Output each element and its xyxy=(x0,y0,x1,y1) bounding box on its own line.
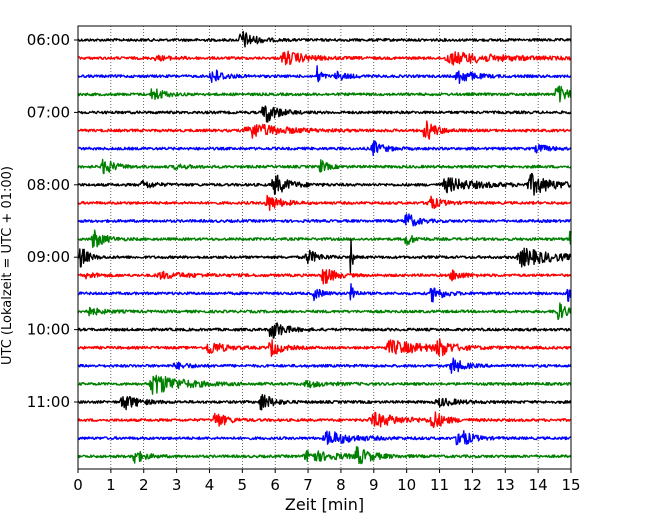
trace-0900 xyxy=(77,238,572,274)
trace-1000 xyxy=(77,322,572,339)
y-tick-label: 09:00 xyxy=(27,248,70,266)
trace-0700 xyxy=(77,105,572,123)
y-axis-ticks: 06:00 07:00 08:00 09:00 10:00 11:00 xyxy=(27,31,78,411)
x-axis-label: Zeit [min] xyxy=(285,495,364,514)
x-tick-label: 3 xyxy=(172,476,182,494)
trace-0930 xyxy=(77,283,572,303)
trace-1145 xyxy=(77,446,572,465)
trace-1130 xyxy=(77,430,572,446)
x-tick-label: 7 xyxy=(303,476,313,494)
trace-0830 xyxy=(77,213,572,227)
y-tick-label: 08:00 xyxy=(27,176,70,194)
trace-1045 xyxy=(77,374,572,395)
trace-1115 xyxy=(77,411,572,429)
trace-0915 xyxy=(77,269,572,285)
trace-1030 xyxy=(77,357,572,374)
seismic-traces xyxy=(77,30,572,465)
x-tick-label: 12 xyxy=(463,476,482,494)
trace-0845 xyxy=(77,229,572,249)
trace-0945 xyxy=(77,302,572,321)
x-tick-label: 6 xyxy=(270,476,280,494)
trace-0815 xyxy=(77,194,572,212)
trace-0715 xyxy=(77,120,572,140)
x-tick-label: 13 xyxy=(496,476,515,494)
y-tick-label: 06:00 xyxy=(27,31,70,49)
x-tick-label: 4 xyxy=(205,476,215,494)
trace-1015 xyxy=(77,338,572,357)
x-tick-label: 2 xyxy=(139,476,149,494)
trace-0630 xyxy=(77,65,572,84)
trace-0745 xyxy=(77,158,572,175)
x-tick-label: 11 xyxy=(430,476,449,494)
x-tick-label: 8 xyxy=(336,476,346,494)
x-tick-label: 0 xyxy=(73,476,83,494)
y-axis-label: UTC (Lokalzeit = UTC + 01:00) xyxy=(0,166,15,365)
y-tick-label: 10:00 xyxy=(27,321,70,339)
trace-0615 xyxy=(77,50,572,66)
x-tick-label: 15 xyxy=(561,476,580,494)
trace-1100 xyxy=(77,394,572,411)
x-axis-ticks: 0 1 2 3 4 5 6 7 8 9 10 11 12 13 14 15 xyxy=(73,469,581,494)
y-tick-label: 11:00 xyxy=(27,393,70,411)
x-tick-label: 9 xyxy=(369,476,379,494)
x-tick-label: 14 xyxy=(529,476,548,494)
trace-0800 xyxy=(77,172,572,196)
trace-0645 xyxy=(77,85,572,103)
trace-0600 xyxy=(77,30,572,48)
x-tick-label: 1 xyxy=(106,476,116,494)
x-tick-label: 10 xyxy=(397,476,416,494)
plot-frame xyxy=(77,25,572,470)
x-tick-label: 5 xyxy=(238,476,248,494)
y-tick-label: 07:00 xyxy=(27,103,70,121)
trace-0730 xyxy=(77,140,572,157)
